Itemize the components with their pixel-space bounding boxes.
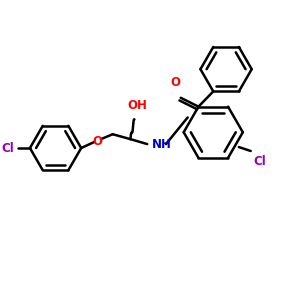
Text: Cl: Cl [254,155,266,168]
Text: NH: NH [152,138,172,151]
Text: Cl: Cl [2,142,14,154]
Text: O: O [92,135,102,148]
Text: O: O [171,76,181,89]
Text: OH: OH [128,99,147,112]
